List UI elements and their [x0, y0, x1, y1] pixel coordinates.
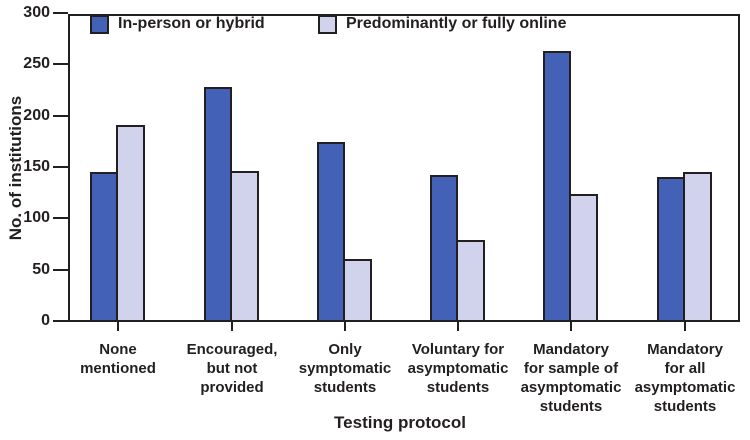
plot-area: [68, 14, 740, 322]
y-tick-label: 100: [23, 209, 50, 227]
x-category-label: Mandatory for all asymptomatic students: [610, 340, 750, 416]
x-tick-mark: [457, 322, 459, 331]
x-category-label-line: Encouraged,: [186, 341, 278, 358]
x-category-label-line: Voluntary for: [411, 341, 505, 358]
y-tick-mark: [53, 320, 68, 322]
bar-in-person-group-4: [430, 175, 458, 322]
y-tick-label: 50: [32, 260, 50, 278]
x-category-label-line: Mandatory: [647, 341, 723, 358]
x-axis-title: Testing protocol: [334, 413, 466, 432]
y-tick-label: 250: [23, 55, 50, 73]
bar-in-person-group-5: [543, 51, 571, 322]
x-category-label-line: students: [426, 379, 490, 396]
bar-online-group-3: [343, 259, 372, 322]
x-category-label-line: Only: [328, 341, 362, 358]
x-category-label: Encouraged, but not provided: [157, 340, 307, 397]
x-tick-mark: [684, 322, 686, 331]
x-category-label: None mentioned: [43, 340, 193, 378]
x-category-label-line: students: [653, 398, 717, 415]
x-tick-mark: [344, 322, 346, 331]
legend-label-online: Predominantly or fully online: [346, 15, 567, 32]
x-category-label-line: asymptomatic: [634, 379, 736, 396]
legend-swatch-online-icon: [318, 14, 337, 34]
bar-online-group-5: [569, 194, 598, 322]
x-category-label-line: Mandatory: [533, 341, 609, 358]
x-category-label-line: students: [539, 398, 603, 415]
y-tick-mark: [53, 268, 68, 271]
y-tick-label: 0: [41, 312, 50, 329]
x-category-label: Mandatory for sample of asymptomatic studen…: [496, 340, 646, 416]
y-tick-mark: [53, 63, 68, 66]
x-category-label-line: but not: [206, 360, 258, 377]
x-category-label-line: for all: [664, 360, 706, 377]
y-tick-label: 200: [23, 106, 50, 124]
bar-in-person-group-6: [657, 177, 685, 322]
x-category-label-line: None: [99, 341, 137, 358]
x-category-label: Only symptomatic students: [270, 340, 420, 397]
x-category-label-line: students: [313, 379, 377, 396]
y-tick-mark: [53, 166, 68, 168]
x-category-label: Voluntary for asymptomatic students: [383, 340, 533, 397]
bar-online-group-2: [230, 171, 259, 322]
legend-item-in-person: In-person or hybrid: [90, 14, 265, 34]
x-category-label-line: asymptomatic: [407, 360, 509, 377]
legend-item-online: Predominantly or fully online: [318, 14, 566, 34]
y-tick-mark: [53, 217, 68, 220]
bar-online-group-6: [683, 172, 712, 322]
bar-in-person-group-2: [204, 87, 232, 322]
y-tick-mark: [53, 12, 68, 14]
bar-online-group-4: [456, 240, 485, 322]
x-tick-mark: [231, 322, 233, 331]
bar-in-person-group-1: [90, 172, 118, 322]
bar-online-group-1: [116, 125, 145, 322]
x-category-label-line: for sample of: [523, 360, 619, 377]
x-category-label-line: symptomatic: [298, 360, 392, 377]
x-category-label-line: asymptomatic: [520, 379, 622, 396]
x-tick-mark: [117, 322, 119, 331]
bar-in-person-group-3: [317, 142, 345, 322]
x-category-label-line: provided: [200, 379, 264, 396]
y-tick-label: 300: [23, 4, 50, 21]
x-tick-mark: [570, 322, 572, 331]
y-tick-mark: [53, 114, 68, 117]
legend-swatch-in-person-icon: [90, 14, 109, 34]
legend-label-in-person: In-person or hybrid: [118, 15, 265, 32]
y-tick-label: 150: [23, 158, 50, 175]
x-category-label-line: mentioned: [80, 360, 156, 377]
